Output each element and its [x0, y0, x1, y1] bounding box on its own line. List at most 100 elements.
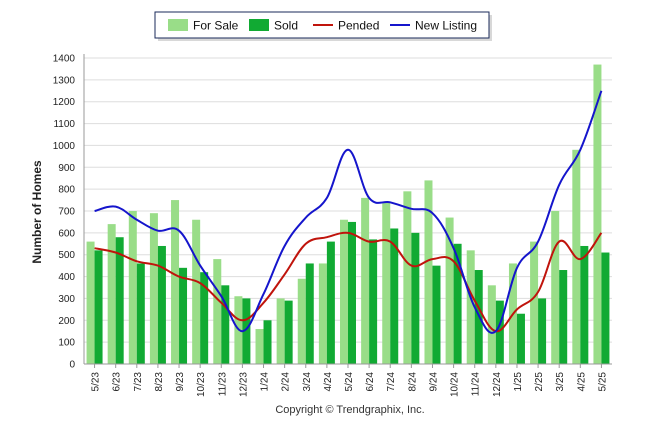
bar-sold	[305, 263, 314, 364]
x-tick-label: 1/24	[260, 372, 271, 392]
bar-sold	[179, 267, 188, 364]
x-tick-label: 4/25	[576, 372, 587, 392]
bar-sold	[390, 228, 399, 364]
y-tick-label: 700	[58, 207, 75, 218]
bar-sold	[538, 298, 547, 364]
bar-for-sale	[403, 191, 412, 364]
x-tick-label: 6/23	[112, 372, 123, 392]
bar-for-sale	[361, 197, 370, 364]
x-tick-label: 7/24	[386, 372, 397, 392]
legend-swatch-for-sale	[168, 19, 188, 31]
bar-sold	[263, 320, 272, 364]
y-tick-label: 200	[58, 316, 75, 327]
y-tick-label: 900	[58, 163, 75, 174]
bar-for-sale	[466, 250, 475, 364]
bar-for-sale	[487, 285, 496, 364]
bar-sold	[580, 245, 589, 364]
y-axis-label: Number of Homes	[30, 160, 44, 264]
x-tick-label: 2/24	[281, 372, 292, 392]
bar-sold	[369, 239, 378, 364]
bar-sold	[136, 263, 145, 364]
x-tick-label: 9/24	[428, 372, 439, 392]
lines	[94, 90, 603, 334]
bar-for-sale	[171, 200, 180, 364]
x-tick-label: 12/23	[238, 372, 249, 397]
line-new-listing	[94, 90, 603, 334]
bar-for-sale	[445, 217, 454, 364]
y-tick-label: 1000	[53, 141, 76, 152]
y-tick-label: 800	[58, 185, 75, 196]
bar-for-sale	[192, 219, 201, 364]
bar-sold	[242, 298, 251, 364]
bar-for-sale	[276, 298, 285, 364]
bar-sold	[284, 300, 293, 364]
y-tick-label: 100	[58, 338, 75, 349]
bar-for-sale	[213, 259, 222, 364]
bar-for-sale	[107, 224, 116, 364]
x-tick-label: 8/24	[407, 372, 418, 392]
x-tick-label: 11/23	[217, 372, 228, 397]
bar-for-sale	[530, 241, 539, 364]
axes	[83, 54, 612, 365]
y-tick-label: 500	[58, 250, 75, 261]
bar-sold	[326, 241, 335, 364]
x-tick-label: 4/24	[323, 372, 334, 392]
bar-for-sale	[255, 329, 264, 364]
line-pended	[94, 231, 603, 333]
bar-for-sale	[149, 213, 158, 364]
legend-label-sold: Sold	[274, 19, 298, 33]
x-tick-label: 6/24	[365, 372, 376, 392]
legend-swatch-sold	[249, 19, 269, 31]
y-tick-label: 400	[58, 272, 75, 283]
bar-sold	[495, 300, 504, 364]
bar-for-sale	[86, 241, 95, 364]
bar-sold	[221, 285, 230, 364]
x-tick-label: 5/25	[597, 372, 608, 392]
x-tick-label: 10/23	[196, 372, 207, 397]
bar-sold	[94, 250, 103, 364]
bar-sold	[432, 265, 441, 364]
x-axis-ticks: 5/23 6/23 7/23 8/23 9/23 10/23 11/23 12/23 1/24 2…	[91, 364, 608, 397]
bar-for-sale	[551, 211, 560, 364]
y-tick-label: 0	[69, 360, 75, 371]
x-tick-label: 5/24	[344, 372, 355, 392]
bar-for-sale	[128, 211, 137, 364]
x-tick-label: 3/24	[302, 372, 313, 392]
copyright: Copyright © Trendgraphix, Inc.	[275, 404, 424, 416]
bar-sold	[516, 313, 525, 364]
y-tick-label: 1100	[53, 119, 75, 130]
x-tick-label: 2/25	[534, 372, 545, 392]
bar-sold	[601, 252, 610, 364]
bar-for-sale	[424, 180, 433, 364]
legend-label-pended: Pended	[338, 19, 379, 33]
y-axis-ticks: 0 100 200 300 400 500 600 700 800 900 1000 1100 1200…	[53, 54, 76, 371]
bar-sold	[115, 237, 124, 364]
bar-sold	[411, 232, 420, 364]
bars	[86, 64, 610, 365]
x-tick-label: 12/24	[492, 372, 503, 397]
x-tick-label: 1/25	[513, 372, 524, 392]
y-tick-label: 1400	[53, 54, 76, 65]
bar-sold	[157, 245, 166, 364]
legend-label-for-sale: For Sale	[193, 19, 239, 33]
bar-sold	[453, 243, 462, 364]
bar-for-sale	[382, 202, 391, 364]
y-tick-label: 300	[58, 294, 75, 305]
bar-sold	[559, 270, 568, 364]
x-tick-label: 5/23	[91, 372, 102, 392]
y-tick-label: 600	[58, 228, 75, 239]
bar-sold	[348, 221, 356, 364]
bar-for-sale	[297, 278, 306, 364]
y-tick-label: 1200	[53, 97, 76, 108]
x-tick-label: 11/24	[471, 372, 482, 397]
x-tick-label: 8/23	[154, 372, 165, 392]
x-tick-label: 3/25	[555, 372, 566, 392]
bar-for-sale	[318, 263, 327, 364]
bar-for-sale	[340, 219, 348, 364]
bar-for-sale	[593, 64, 602, 365]
y-tick-label: 1300	[53, 75, 76, 86]
legend-label-new-listing: New Listing	[415, 19, 477, 33]
x-tick-label: 7/23	[133, 372, 144, 392]
bar-sold	[200, 272, 209, 364]
